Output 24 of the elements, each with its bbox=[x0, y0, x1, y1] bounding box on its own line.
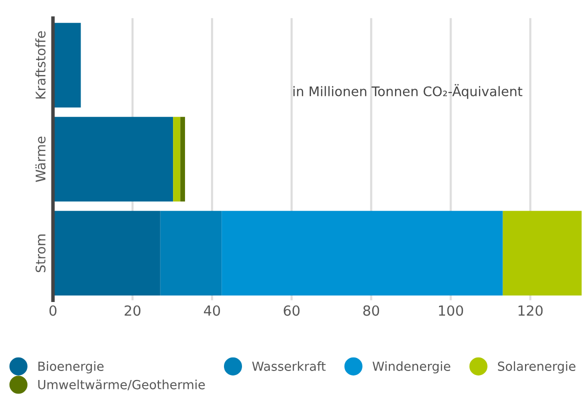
x-tick-label: 0 bbox=[49, 305, 56, 316]
legend-label: Umweltwärme/Geothermie bbox=[38, 380, 205, 390]
legend-label: Wasserkraft bbox=[252, 361, 326, 371]
y-tick-label: Strom bbox=[36, 234, 46, 272]
x-tick-label: 80 bbox=[363, 305, 380, 316]
bar bbox=[52, 210, 160, 296]
bar bbox=[160, 210, 222, 296]
bar bbox=[222, 210, 503, 296]
y-tick-label: Kraftstoffe bbox=[35, 31, 46, 98]
bar bbox=[52, 22, 81, 108]
y-tick-label: Wärme bbox=[35, 136, 46, 182]
bar bbox=[180, 116, 186, 202]
bar bbox=[173, 116, 180, 202]
bar bbox=[502, 210, 582, 296]
annotation: in Millionen Tonnen CO₂-Äquivalent bbox=[293, 84, 522, 99]
bar bbox=[52, 116, 174, 202]
legend-label: Bioenergie bbox=[38, 361, 104, 374]
x-tick-label: 40 bbox=[204, 305, 220, 316]
legend-label: Windenergie bbox=[372, 361, 450, 374]
x-tick-label: 100 bbox=[439, 305, 464, 316]
legend-label: Solarenergie bbox=[498, 361, 576, 374]
x-tick-label: 20 bbox=[124, 305, 140, 316]
x-tick-label: 60 bbox=[284, 305, 300, 316]
x-tick-label: 120 bbox=[518, 305, 543, 316]
